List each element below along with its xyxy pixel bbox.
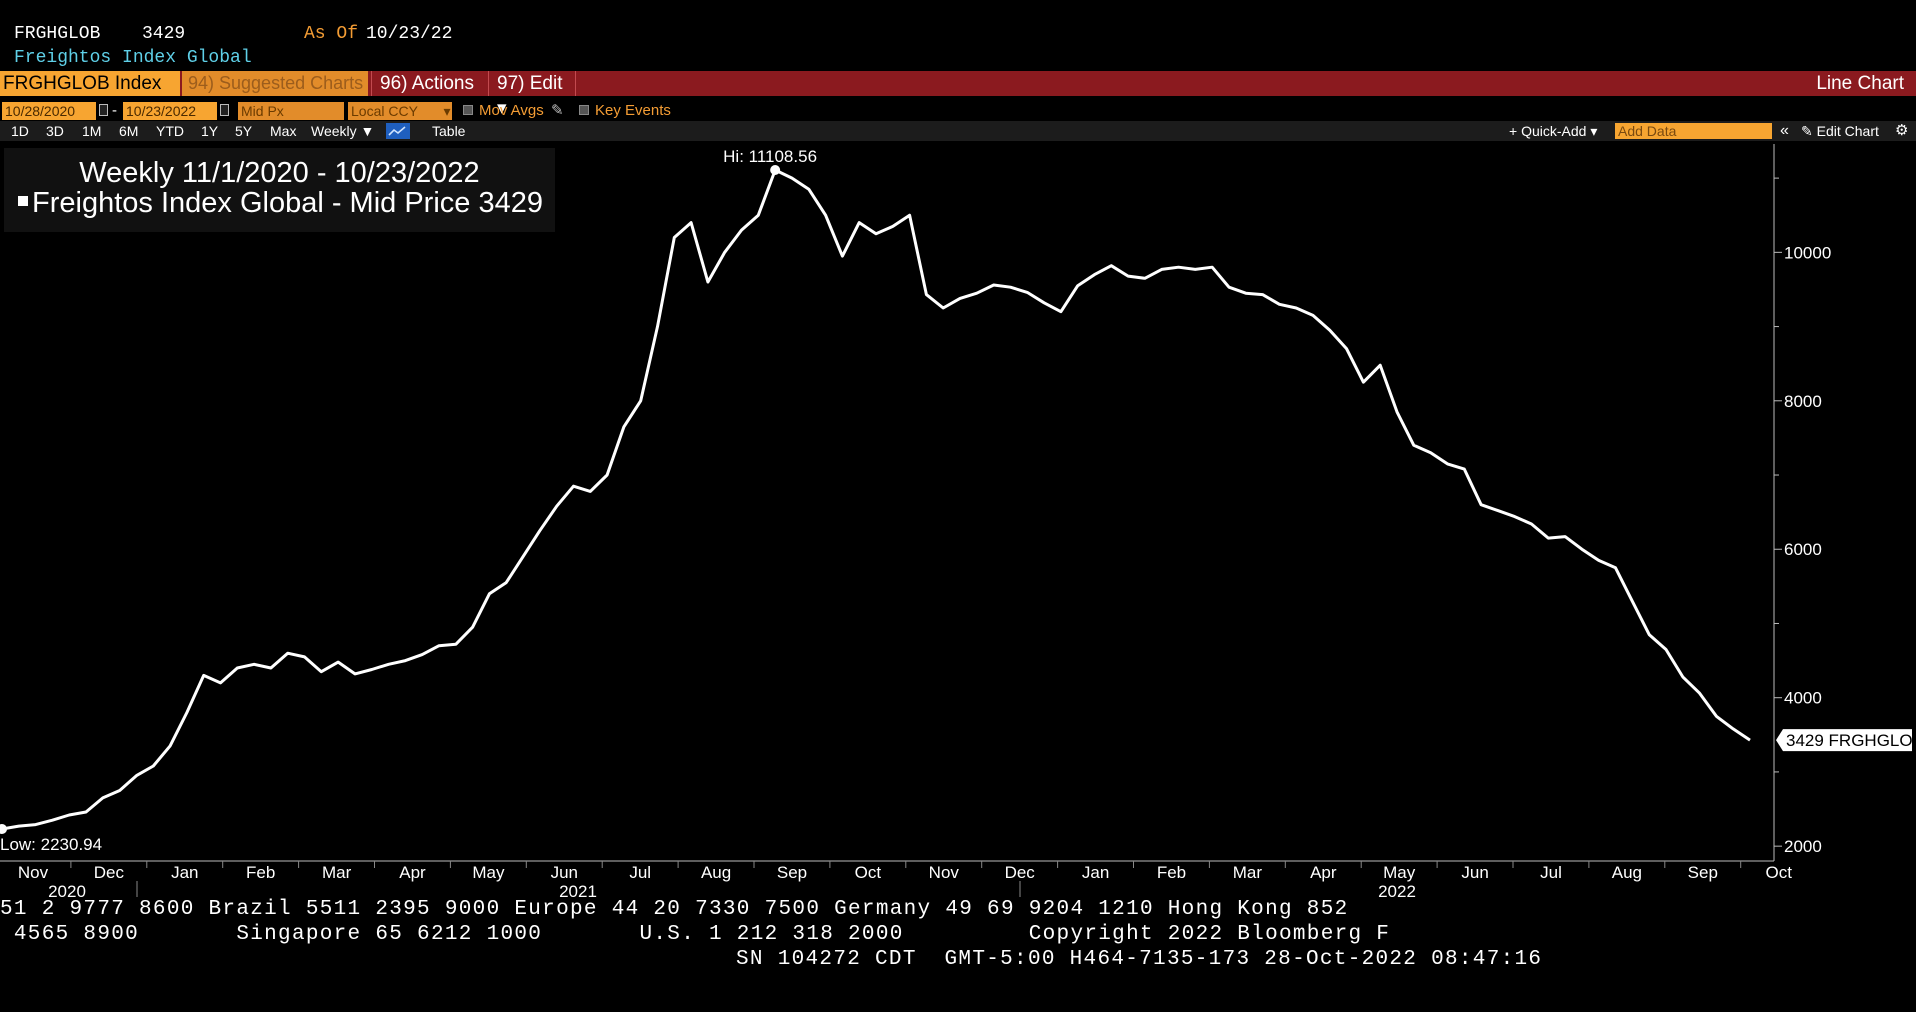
security-field[interactable]: FRGHGLOB Index [0,71,180,96]
date-range-dash: - [112,102,117,119]
x-tick-label: Jul [1540,863,1562,882]
x-tick-label: Feb [1157,863,1186,882]
calendar-icon[interactable] [220,104,229,116]
add-data-input[interactable]: Add Data [1615,123,1772,139]
legend-series-name: Freightos Index Global - Mid Price [32,187,471,219]
legend-title: Weekly 11/1/2020 - 10/23/2022 [79,157,480,189]
range-button-ytd[interactable]: YTD [156,123,184,139]
security-name: Freightos Index Global [14,48,252,68]
high-marker [770,165,781,176]
year-label: 2022 [1378,882,1416,900]
start-date-input[interactable]: 10/28/2020 [2,102,96,120]
x-tick-label: Jun [551,863,578,882]
gear-icon[interactable]: ⚙ [1895,122,1909,139]
x-tick-label: Aug [1612,863,1642,882]
calendar-icon[interactable] [99,104,108,116]
security-ticker: FRGHGLOB [14,24,101,44]
currency-select[interactable]: Local CCY [348,102,442,120]
mov-avgs-checkbox[interactable] [463,105,473,115]
x-tick-label: May [472,863,505,882]
x-tick-label: Aug [701,863,731,882]
line-chart: 2000 4000 6000 8000 10000 Nov Dec Jan Feb Mar Apr M… [0,144,1916,900]
collapse-icon[interactable]: « [1780,122,1789,139]
x-tick-label: Jun [1461,863,1488,882]
x-tick-label: Apr [399,863,426,882]
x-tick-label: Mar [1233,863,1263,882]
range-button-1y[interactable]: 1Y [201,123,219,139]
year-label: 2021 [559,882,597,900]
range-button-1d[interactable]: 1D [11,123,29,139]
end-date-input[interactable]: 10/23/2022 [123,102,217,120]
contact-ticker-line-2: 4565 8900 Singapore 65 6212 1000 U.S. 1 … [0,923,1391,946]
line-chart-icon[interactable] [386,123,410,139]
x-tick-label: Jan [1082,863,1109,882]
y-tick-label: 6000 [1784,540,1822,559]
x-tick-label: Feb [246,863,275,882]
price-field-select[interactable]: Mid Px [238,102,344,120]
high-annotation: Hi: 11108.56 [723,147,817,166]
edit-menu-button[interactable]: 97) Edit ▾ [488,71,574,119]
chevron-down-icon[interactable]: ▾ [442,102,452,120]
x-tick-label: Nov [18,863,49,882]
legend-swatch [18,196,28,207]
x-tick-label: Jul [629,863,651,882]
last-price: 3429 [142,24,186,44]
suggested-charts-button[interactable]: 94) Suggested Charts [182,71,368,96]
low-annotation: Low: 2230.94 [0,835,102,854]
range-button-5y[interactable]: 5Y [235,123,253,139]
mov-avgs-label: Mov Avgs [479,102,544,119]
series-line [1,168,1751,831]
x-tick-label: Sep [777,863,807,882]
chart-toolbar: 1D 3D 1M 6M YTD 1Y 5Y Max Weekly ▼ Table… [0,121,1916,141]
year-label: 2020 [48,882,86,900]
legend-series: Freightos Index Global - Mid Price 3429 [18,187,543,220]
chart-type-label: Line Chart [1816,73,1904,94]
plot-area: 2000 4000 6000 8000 10000 Nov Dec Jan Feb Mar Apr M… [0,144,1916,900]
last-value-label: 3429 FRGHGLOB [1786,731,1916,750]
x-tick-label: Oct [1765,863,1792,882]
x-tick-label: May [1383,863,1416,882]
period-select[interactable]: Weekly ▼ [311,123,375,139]
y-tick-label: 4000 [1784,689,1822,708]
quick-add-button[interactable]: + Quick-Add ▾ [1509,123,1598,139]
table-button[interactable]: Table [432,123,466,139]
low-marker [0,824,7,835]
range-button-max[interactable]: Max [270,123,297,139]
range-button-3d[interactable]: 3D [46,123,64,139]
last-value-tag [1776,729,1912,752]
y-tick-label: 8000 [1784,392,1822,411]
y-tick-label: 10000 [1784,243,1831,262]
x-tick-label: Dec [94,863,125,882]
actions-menu-button[interactable]: 96) Actions ▾ [371,71,487,119]
range-button-6m[interactable]: 6M [119,123,139,139]
chart-legend: Weekly 11/1/2020 - 10/23/2022 Freightos … [4,148,555,232]
x-tick-label: Mar [322,863,352,882]
x-tick-label: Nov [929,863,960,882]
session-info-line: SN 104272 CDT GMT-5:00 H464-7135-173 28-… [736,948,1543,971]
range-button-1m[interactable]: 1M [82,123,102,139]
legend-last-value: 3429 [478,187,543,219]
edit-chart-button[interactable]: ✎ Edit Chart [1801,123,1879,139]
y-tick-label: 2000 [1784,837,1822,856]
x-tick-label: Dec [1005,863,1036,882]
chart-controls-row: 10/28/2020 - 10/23/2022 Mid Px Local CCY… [0,100,1916,122]
as-of-date: 10/23/22 [366,24,453,44]
menu-divider [575,71,576,96]
contact-ticker-line-1: 51 2 9777 8600 Brazil 5511 2395 9000 Eur… [0,898,1349,921]
x-tick-label: Oct [855,863,882,882]
x-tick-label: Apr [1310,863,1337,882]
pencil-icon[interactable]: ✎ [551,102,564,119]
x-tick-label: Jan [171,863,198,882]
key-events-label: Key Events [595,102,671,119]
x-tick-label: Sep [1688,863,1718,882]
as-of-label: As Of [304,24,359,44]
function-bar: FRGHGLOB Index 94) Suggested Charts 96) … [0,71,1916,119]
key-events-checkbox[interactable] [579,105,589,115]
